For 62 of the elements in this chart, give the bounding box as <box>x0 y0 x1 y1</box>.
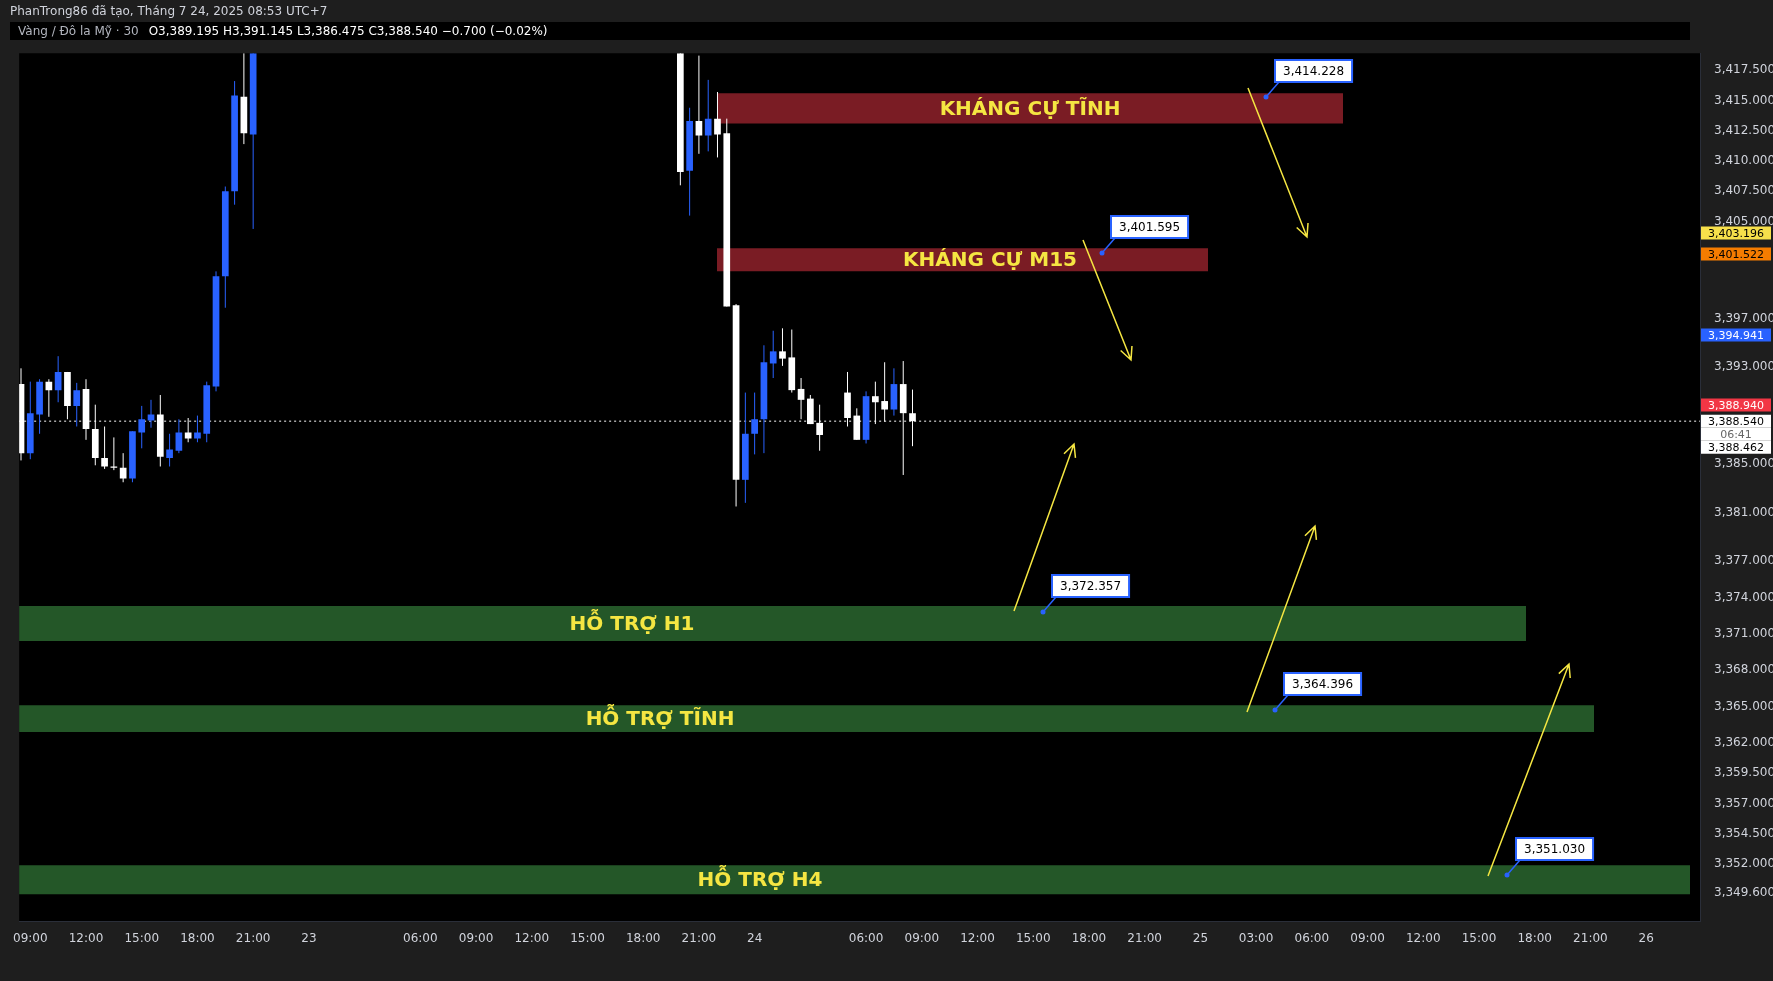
annotation: 3,372.357 <box>1060 579 1122 594</box>
chart-title: Vàng / Đô la Mỹ · 30 <box>18 24 139 38</box>
candlestick <box>101 426 108 470</box>
x-tick-label: 03:00 <box>1238 931 1274 946</box>
x-tick-label: 26 <box>1638 931 1654 946</box>
x-tick-label: 06:00 <box>403 931 438 946</box>
x-tick-label: 09:00 <box>904 931 940 946</box>
x-tick-label: 21:00 <box>235 931 271 946</box>
x-tick-label: 23 <box>301 931 317 946</box>
candlestick <box>797 377 805 420</box>
text: 06:41 <box>1720 428 1752 442</box>
candlestick <box>751 392 758 455</box>
x-tick-label: 09:00 <box>458 931 494 946</box>
candlestick <box>194 415 201 443</box>
x-tick-label: 15:00 <box>1461 931 1497 946</box>
band-label: HỖ TRỢ H1 <box>569 607 695 635</box>
x-tick-label: 25 <box>1192 931 1209 946</box>
x-tick-label: 12:00 <box>514 931 550 946</box>
band-label: HỖ TRỢ H4 <box>697 863 823 891</box>
x-tick-label: 15:00 <box>1015 931 1051 946</box>
x-tick-label: 18:00 <box>625 931 661 946</box>
text: 3,401.522 <box>1708 247 1764 261</box>
x-tick-label: 12:00 <box>68 931 104 946</box>
annotation: 3,351.030 <box>1524 842 1586 857</box>
x-tick-label: 06:00 <box>848 931 884 946</box>
candlestick <box>769 330 777 379</box>
x-tick-label: 06:00 <box>1294 931 1330 946</box>
x-tick-label: 18:00 <box>180 931 215 946</box>
ref-line-label: 3,388.540 <box>1708 415 1764 429</box>
text: 3,403.196 <box>1708 226 1764 240</box>
annotation: 3,364.396 <box>1292 677 1354 692</box>
x-tick-label: 18:00 <box>1071 931 1107 946</box>
annotation: 3,401.595 <box>1119 220 1181 235</box>
annotation: 3,414.228 <box>1283 64 1345 79</box>
x-tick-label: 21:00 <box>681 931 717 946</box>
band-label: KHÁNG CỰ M15 <box>903 247 1077 272</box>
x-tick-label: 21:00 <box>1127 931 1162 946</box>
text: PhanTrong86 đã tạo, Tháng 7 24, 2025 08:53 UTC+7 <box>10 4 328 18</box>
x-tick-label: 24 <box>747 931 763 946</box>
text: 3,388.940 <box>1708 398 1764 412</box>
x-tick-label: 12:00 <box>960 931 995 946</box>
x-tick-label: 12:00 <box>1405 931 1441 946</box>
candlestick <box>73 382 81 427</box>
candlestick <box>138 405 146 449</box>
x-tick-label: 15:00 <box>124 931 160 946</box>
band-label: HỖ TRỢ TĨNH <box>585 702 735 730</box>
x-tick-label: 09:00 <box>12 931 48 946</box>
x-tick-label: 18:00 <box>1517 931 1552 946</box>
x-tick-label: 15:00 <box>570 931 605 946</box>
candlestick <box>166 433 173 467</box>
text: 3,388.462 <box>1708 441 1764 455</box>
candlestick <box>779 327 786 367</box>
band-label: KHÁNG CỰ TĨNH <box>939 95 1121 120</box>
candlestick <box>695 55 703 155</box>
chart-subtitle: O3,389.195 H3,391.145 L3,386.475 C3,388.540 −0.700 (−0.02%) <box>148 24 548 38</box>
candlestick <box>110 436 118 471</box>
x-tick-label: 21:00 <box>1573 931 1608 946</box>
candlestick <box>119 452 127 483</box>
text: 3,394.941 <box>1708 328 1764 342</box>
candlestick <box>714 91 721 158</box>
candlestick <box>704 79 712 152</box>
x-tick-label: 09:00 <box>1350 931 1385 946</box>
